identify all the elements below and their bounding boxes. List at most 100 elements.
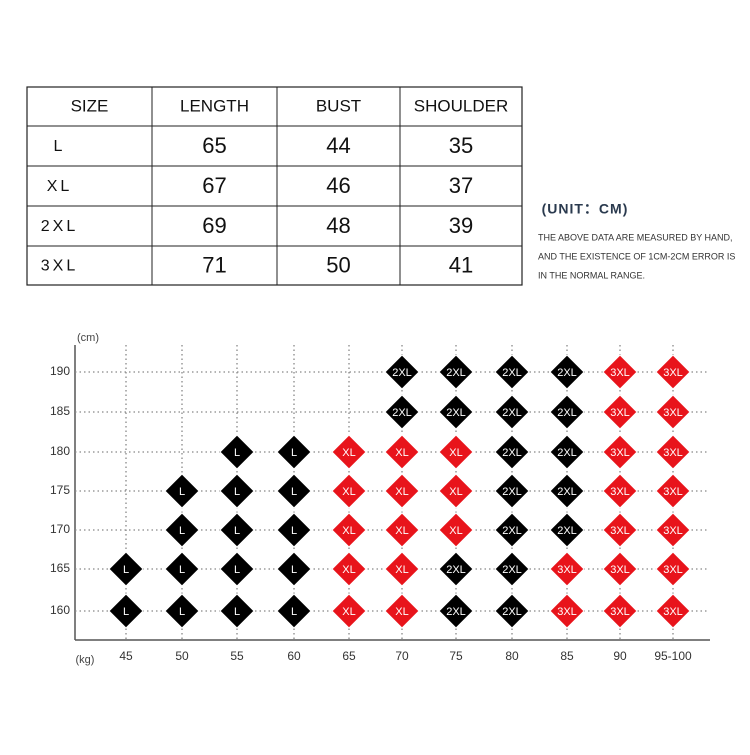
size-marker <box>549 394 585 430</box>
size-marker <box>164 512 200 548</box>
size-label: 3XL <box>41 258 78 275</box>
size-marker <box>219 551 255 587</box>
unit-note: (UNIT：CM) <box>542 201 629 217</box>
size-label: XL <box>47 178 73 195</box>
size-marker-label: 2XL <box>392 407 412 419</box>
table-header: SIZE <box>71 96 109 115</box>
size-marker <box>655 512 691 548</box>
size-marker <box>219 593 255 629</box>
size-marker-label: 3XL <box>663 606 683 618</box>
size-marker-label: L <box>179 525 185 537</box>
size-marker <box>276 512 312 548</box>
table-header: BUST <box>316 96 361 115</box>
size-marker-label: L <box>291 447 297 459</box>
size-marker <box>549 593 585 629</box>
size-marker-label: 3XL <box>557 564 577 576</box>
size-marker-label: XL <box>342 525 355 537</box>
size-marker-label: 2XL <box>557 525 577 537</box>
size-marker-label: 3XL <box>610 486 630 498</box>
size-marker <box>438 434 474 470</box>
size-marker <box>438 593 474 629</box>
weight-label: 90 <box>613 649 627 663</box>
size-marker-label: 3XL <box>557 606 577 618</box>
size-marker <box>655 434 691 470</box>
table-header: SHOULDER <box>414 96 508 115</box>
size-marker-label: L <box>291 606 297 618</box>
weight-label: 50 <box>175 649 189 663</box>
size-marker-label: 3XL <box>663 486 683 498</box>
note-line: AND THE EXISTENCE OF 1CM-2CM ERROR IS <box>538 251 735 261</box>
size-marker-label: 2XL <box>557 447 577 459</box>
size-marker-label: XL <box>449 447 462 459</box>
size-marker-label: XL <box>449 486 462 498</box>
height-label: 165 <box>50 561 70 575</box>
size-marker <box>655 473 691 509</box>
size-marker-label: 3XL <box>663 447 683 459</box>
size-marker <box>438 354 474 390</box>
size-marker <box>602 473 638 509</box>
height-label: 160 <box>50 603 70 617</box>
size-marker-label: L <box>123 564 129 576</box>
size-marker <box>108 551 144 587</box>
size-marker <box>108 593 144 629</box>
size-marker <box>384 473 420 509</box>
size-marker <box>164 551 200 587</box>
size-marker <box>494 434 530 470</box>
table-value: 44 <box>326 133 350 158</box>
size-marker-label: 2XL <box>446 564 466 576</box>
size-marker <box>164 473 200 509</box>
size-marker-label: 2XL <box>557 367 577 379</box>
size-marker <box>164 593 200 629</box>
size-marker <box>276 551 312 587</box>
size-marker <box>549 434 585 470</box>
size-marker-label: 3XL <box>610 564 630 576</box>
size-marker-label: 2XL <box>502 407 522 419</box>
size-marker <box>494 593 530 629</box>
size-marker <box>655 551 691 587</box>
weight-label: 80 <box>505 649 519 663</box>
size-marker <box>219 434 255 470</box>
weight-label: 85 <box>560 649 574 663</box>
size-marker-label: 2XL <box>502 525 522 537</box>
size-marker-label: 2XL <box>557 486 577 498</box>
size-marker-label: L <box>234 525 240 537</box>
size-marker <box>655 394 691 430</box>
size-marker-label: XL <box>342 447 355 459</box>
size-marker <box>384 551 420 587</box>
size-marker <box>494 354 530 390</box>
size-marker-label: 2XL <box>557 407 577 419</box>
weight-label: 55 <box>230 649 244 663</box>
size-marker <box>602 434 638 470</box>
weight-label: 95-100 <box>654 649 692 663</box>
size-marker <box>219 512 255 548</box>
size-marker <box>494 394 530 430</box>
size-marker-label: 2XL <box>446 367 466 379</box>
table-value: 50 <box>326 252 350 277</box>
size-marker-label: 3XL <box>610 367 630 379</box>
size-marker <box>494 512 530 548</box>
size-marker-label: XL <box>342 606 355 618</box>
size-marker-label: L <box>179 486 185 498</box>
size-marker <box>438 512 474 548</box>
size-marker <box>494 473 530 509</box>
weight-label: 60 <box>287 649 301 663</box>
size-marker-label: 3XL <box>610 525 630 537</box>
size-marker-label: 3XL <box>663 367 683 379</box>
weight-label: 45 <box>119 649 133 663</box>
size-marker <box>276 434 312 470</box>
table-border <box>26 86 523 286</box>
y-unit: (cm) <box>77 332 99 344</box>
size-marker-label: XL <box>395 486 408 498</box>
size-marker <box>602 512 638 548</box>
table-value: 65 <box>202 133 226 158</box>
size-marker-label: L <box>234 486 240 498</box>
size-marker <box>602 593 638 629</box>
size-marker-label: 2XL <box>392 367 412 379</box>
size-marker-label: L <box>123 606 129 618</box>
size-marker-label: 3XL <box>610 447 630 459</box>
weight-label: 70 <box>395 649 409 663</box>
size-label: L <box>54 138 66 155</box>
height-label: 185 <box>50 404 70 418</box>
table-value: 35 <box>449 133 473 158</box>
